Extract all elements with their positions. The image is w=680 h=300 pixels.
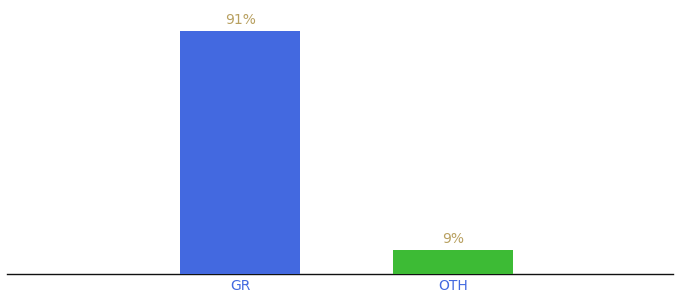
Text: 9%: 9% — [442, 232, 464, 245]
Bar — [180, 31, 300, 274]
Bar — [393, 250, 513, 274]
Text: 91%: 91% — [224, 13, 256, 27]
